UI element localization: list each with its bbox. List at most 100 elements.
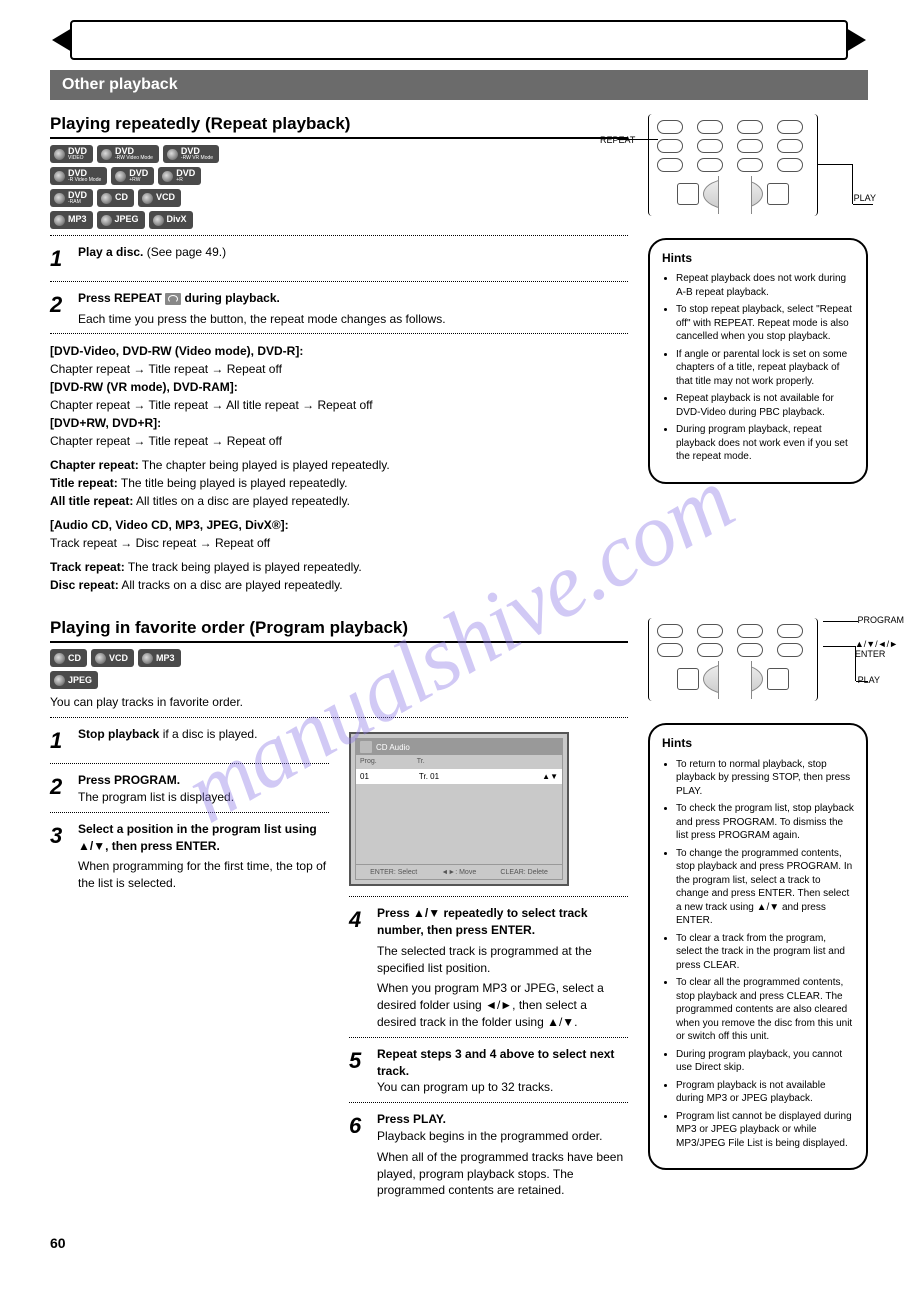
step-text-rest: if a disc is played. xyxy=(159,727,257,741)
program-step-4: 4 Press ▲/▼ repeatedly to select track n… xyxy=(349,905,628,1031)
mode-label: Title repeat: xyxy=(50,476,118,490)
divider xyxy=(50,333,628,334)
remote-button xyxy=(697,643,723,657)
divider xyxy=(349,1102,628,1103)
format-badge: DVDVIDEO xyxy=(50,145,93,163)
screen-footer-item: ◄►: Move xyxy=(441,868,476,878)
step-extra: The selected track is programmed at the … xyxy=(377,943,628,977)
callout-line xyxy=(618,139,658,140)
mode-group: [Audio CD, Video CD, MP3, JPEG, DivX®]: xyxy=(50,518,289,532)
step-text-rest: The program list is displayed. xyxy=(78,789,329,806)
divider xyxy=(349,1037,628,1038)
mode-label: Disc repeat: xyxy=(50,578,119,592)
remote-button xyxy=(777,643,803,657)
remote-button xyxy=(657,624,683,638)
remote-button-grid xyxy=(657,120,809,172)
section-bar: Other playback xyxy=(50,70,868,100)
mode-desc: All titles on a disc are played repeated… xyxy=(133,494,350,508)
hint-item: Program playback is not available during… xyxy=(676,1079,854,1106)
screen-row: 01 Tr. 01 ▲▼ xyxy=(356,769,562,784)
screen-footer-item: CLEAR: Delete xyxy=(500,868,547,878)
remote-square-button xyxy=(767,668,789,690)
repeat-hints-box: Hints Repeat playback does not work duri… xyxy=(648,238,868,484)
title-frame: Playback xyxy=(70,20,848,60)
screen-empty xyxy=(356,784,562,864)
page-number: 60 xyxy=(50,1235,868,1251)
remote-bottom-controls xyxy=(657,663,809,695)
step-text-first: Press PLAY. xyxy=(377,1112,446,1126)
mode-sequence: Chapter repeat → Title repeat → All titl… xyxy=(50,396,628,414)
hint-item: To change the programmed contents, stop … xyxy=(676,847,854,928)
program-heading: Playing in favorite order (Program playb… xyxy=(50,618,628,638)
program-step-5: 5 Repeat steps 3 and 4 above to select n… xyxy=(349,1046,628,1096)
remote-button xyxy=(697,624,723,638)
format-badge: DivX xyxy=(149,211,193,229)
format-badge: DVD+R xyxy=(158,167,201,185)
screen-col2: Tr. xyxy=(417,757,425,767)
divider xyxy=(50,763,329,764)
mode-sequence: Track repeat → Disc repeat → Repeat off xyxy=(50,534,628,552)
remote-button xyxy=(657,643,683,657)
remote-button xyxy=(737,120,763,134)
mode-label: Track repeat: xyxy=(50,560,125,574)
mode-sequence: Chapter repeat → Title repeat → Repeat o… xyxy=(50,432,628,450)
step-text-first: Stop playback xyxy=(78,727,159,741)
remote-button xyxy=(697,158,723,172)
mode-sequence: Chapter repeat → Title repeat → Repeat o… xyxy=(50,360,628,378)
screen-col1: Prog. xyxy=(360,757,377,767)
remote-button xyxy=(657,158,683,172)
program-step-3: 3 Select a position in the program list … xyxy=(50,821,329,892)
remote-button xyxy=(777,139,803,153)
mode-group: [DVD-RW (VR mode), DVD-RAM]: xyxy=(50,380,238,394)
step-number: 3 xyxy=(50,821,70,892)
program-badges: CDVCDMP3JPEG xyxy=(50,649,628,689)
program-hints-box: Hints To return to normal playback, stop… xyxy=(648,723,868,1170)
step-text-rest: When all of the programmed tracks have b… xyxy=(377,1149,628,1199)
hint-item: If angle or parental lock is set on some… xyxy=(676,348,854,389)
screen-header: CD Audio xyxy=(356,739,562,755)
mode-desc: The track being played is played repeate… xyxy=(125,560,362,574)
step-text-rest: (See page 49.) xyxy=(143,245,226,259)
step-number: 1 xyxy=(50,244,70,275)
remote-button xyxy=(777,120,803,134)
remote-bottom-controls xyxy=(657,178,809,210)
step-text-first: Play a disc. xyxy=(78,245,143,259)
remote-button xyxy=(777,158,803,172)
format-badge: DVD-R Video Mode xyxy=(50,167,107,185)
format-badge: VCD xyxy=(91,649,134,667)
program-step-6: 6 Press PLAY. Playback begins in the pro… xyxy=(349,1111,628,1199)
remote-button xyxy=(657,120,683,134)
step-text-first: Press REPEAT xyxy=(78,291,162,305)
remote-button xyxy=(737,643,763,657)
remote-button xyxy=(697,120,723,134)
remote-square-button xyxy=(767,183,789,205)
callout-line xyxy=(856,681,868,682)
step-text-first: Repeat steps 3 and 4 above to select nex… xyxy=(377,1047,614,1078)
repeat-icon xyxy=(165,293,181,305)
hints-title: Hints xyxy=(662,735,854,751)
step-text-first: Select a position in the program list us… xyxy=(78,822,317,853)
remote-button xyxy=(697,139,723,153)
screen-footer: ENTER: Select ◄►: Move CLEAR: Delete xyxy=(356,864,562,879)
divider xyxy=(50,281,628,282)
hint-item: To clear a track from the program, selec… xyxy=(676,932,854,973)
cursor-callout-label: ▲/▼/◄/► ENTER xyxy=(855,640,898,660)
step-extra: When you program MP3 or JPEG, select a d… xyxy=(377,980,628,1030)
program-intro: You can play tracks in favorite order. xyxy=(50,695,628,709)
section-title: Other playback xyxy=(62,76,178,93)
program-callout-label: PROGRAM xyxy=(857,616,904,626)
format-badge: DVD-RW Video Mode xyxy=(97,145,159,163)
play-callout-label: PLAY xyxy=(854,194,876,204)
step-number: 6 xyxy=(349,1111,369,1199)
screen-columns: Prog. Tr. xyxy=(356,755,562,769)
format-badge: DVD+RW xyxy=(111,167,154,185)
screen-row-prog: 01 xyxy=(360,771,369,782)
step-text-first: Press ▲/▼ repeatedly to select track num… xyxy=(377,906,588,937)
step-text-rest: You can program up to 32 tracks. xyxy=(377,1079,628,1096)
step-number: 1 xyxy=(50,726,70,757)
mode-label: All title repeat: xyxy=(50,494,133,508)
hint-item: Repeat playback does not work during A-B… xyxy=(676,272,854,299)
remote-square-button xyxy=(677,668,699,690)
divider xyxy=(349,896,628,897)
program-screen: CD Audio Prog. Tr. 01 Tr. 01 ▲▼ xyxy=(349,732,569,886)
